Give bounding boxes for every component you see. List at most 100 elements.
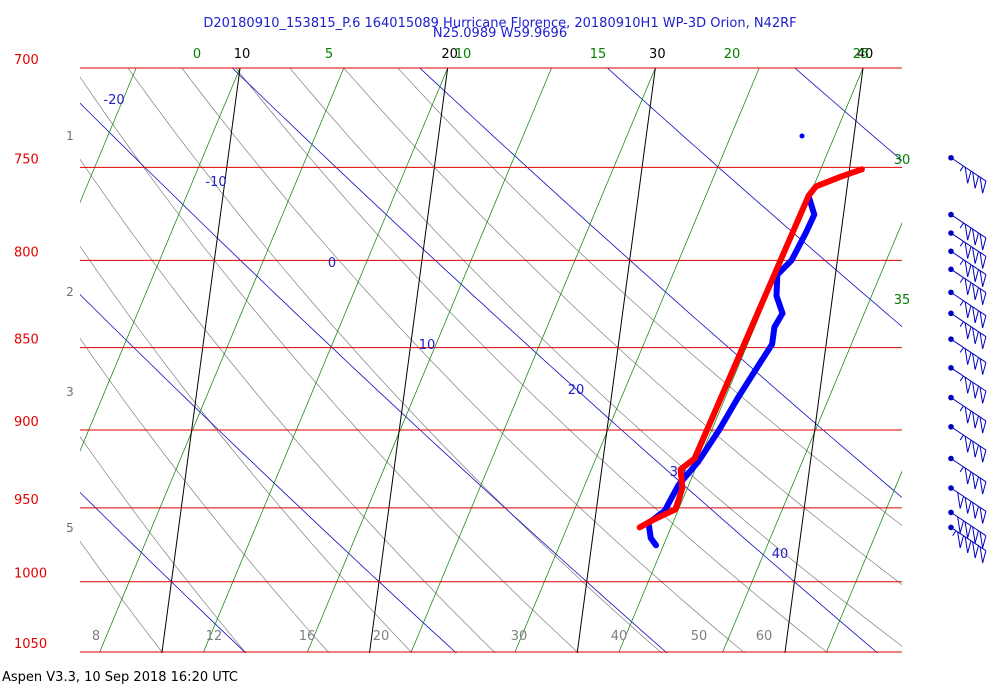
wind-barb-staff	[950, 157, 987, 182]
pressure-tick-label: 1000	[14, 567, 47, 582]
dry-adiabat-line	[80, 294, 457, 653]
isotherm-label: 40	[857, 47, 874, 62]
dry-adiabat-line	[80, 102, 668, 653]
isobars	[80, 67, 902, 653]
wind-barb	[948, 154, 987, 194]
wind-barb-feather	[972, 265, 979, 282]
wind-barb-staff	[950, 487, 987, 512]
wind-barb	[948, 248, 987, 287]
wind-barb-feather	[972, 382, 979, 399]
mixing-ratio-lines	[80, 68, 902, 653]
moist-adiabat-label: 20	[373, 629, 390, 644]
wind-barb-feather	[972, 472, 979, 490]
wind-barb	[948, 211, 987, 251]
wind-barb-feather	[972, 441, 979, 458]
wind-barb	[948, 394, 987, 434]
chart-subtitle: N25.0989 W59.9696	[432, 26, 568, 41]
dry-adiabat-label: 10	[419, 338, 436, 353]
wind-barb-feather	[957, 516, 964, 534]
wind-barb-feather	[972, 541, 979, 559]
moist-adiabat-line	[343, 68, 902, 586]
wind-barb-staff	[950, 511, 987, 537]
moist-adiabat-line	[0, 26, 5, 666]
wind-barb-feather	[979, 233, 987, 251]
wind-barb-feather	[972, 353, 979, 370]
pressure-tick-label: 800	[14, 245, 39, 260]
moist-adiabat-label: 8	[92, 629, 100, 644]
wind-barb-feather	[979, 288, 987, 305]
wind-barb-half-feather	[959, 321, 964, 327]
dry-adiabat-label: -20	[103, 93, 124, 108]
pressure-tick-label: 850	[14, 333, 39, 348]
wind-barb-staff	[950, 291, 987, 317]
mixing-ratio-line	[203, 68, 449, 653]
dry-adiabat-line	[419, 68, 902, 499]
wind-barb-half-feather	[959, 222, 964, 229]
wind-barb-feather	[964, 436, 972, 453]
dry-adiabat-line	[231, 68, 879, 653]
footer-text: Aspen V3.3, 10 Sep 2018 16:20 UTC	[2, 670, 239, 685]
mixing-ratio-line	[307, 68, 552, 653]
wind-barb-feather	[972, 283, 979, 300]
dry-adiabat-label: -10	[205, 175, 226, 190]
wind-barb	[948, 230, 987, 269]
wind-barb	[948, 266, 987, 305]
wind-barb-feather	[972, 502, 979, 519]
wind-barb-feather	[979, 446, 987, 463]
wind-barb-feather	[979, 252, 987, 269]
dry-adiabat-line	[80, 491, 247, 653]
dry-adiabat-line	[794, 68, 902, 162]
dry-adiabat-line	[933, 26, 1000, 666]
isotherm-line	[991, 47, 1000, 665]
mixing-ratio-label: 10	[455, 47, 472, 62]
wind-barb-staff	[950, 214, 987, 239]
wind-barb	[948, 455, 987, 495]
isotherms	[161, 47, 1000, 665]
pressure-tick-label: 700	[14, 53, 39, 68]
mixing-ratio-label: 25	[853, 47, 870, 62]
mixing-ratio-line	[826, 470, 902, 653]
wind-barb-feather	[964, 278, 972, 295]
pressure-tick-label: 750	[14, 152, 39, 167]
wind-barb-feather	[979, 416, 987, 434]
wind-barb-feather	[964, 260, 972, 277]
moist-adiabat-line	[181, 68, 746, 653]
mixing-ratio-label: 5	[325, 47, 333, 62]
wind-barb-feather	[964, 467, 972, 485]
isotherm-label: 20	[441, 47, 458, 62]
mixing-ratio-line	[410, 68, 656, 653]
wind-barb	[948, 509, 987, 549]
pressure-tick-label: 1050	[14, 637, 47, 652]
mixing-ratio-line	[80, 68, 137, 204]
wind-barb	[948, 310, 987, 349]
wind-barb-feather	[964, 242, 972, 259]
wind-barb-staff	[950, 458, 987, 483]
wind-barb-half-feather	[959, 405, 964, 412]
moist-adiabat-label: 30	[511, 629, 528, 644]
wind-barb-half-feather	[959, 259, 964, 265]
wind-barb-staff	[950, 338, 987, 363]
wind-barb-half-feather	[959, 300, 964, 306]
wind-barb-feather	[979, 387, 987, 404]
moist-adiabats	[0, 26, 902, 666]
wind-barb-feather	[964, 348, 972, 365]
dry-adiabat-label: 20	[568, 383, 585, 398]
mixing-ratio-label: 15	[590, 47, 607, 62]
height-tick-label: 3	[66, 385, 74, 399]
moist-adiabat-label: 50	[691, 629, 708, 644]
wind-barb-feather	[964, 521, 972, 539]
isotherm-line	[576, 68, 656, 653]
wind-barb-half-feather	[959, 277, 964, 283]
wind-barb-feather	[964, 167, 972, 184]
wind-barb-feather	[957, 492, 964, 509]
wind-barb-half-feather	[959, 375, 964, 382]
wind-barb	[948, 524, 987, 564]
wind-barb	[948, 423, 987, 463]
dewpoint-point	[799, 133, 805, 139]
moist-adiabat-label: 16	[299, 629, 316, 644]
moist-adiabat-line	[289, 68, 902, 647]
moist-adiabat-label: 12	[206, 629, 223, 644]
wind-barb-feather	[979, 358, 987, 375]
isotherm-line	[368, 68, 449, 653]
mixing-ratio-label: 35	[894, 293, 911, 308]
